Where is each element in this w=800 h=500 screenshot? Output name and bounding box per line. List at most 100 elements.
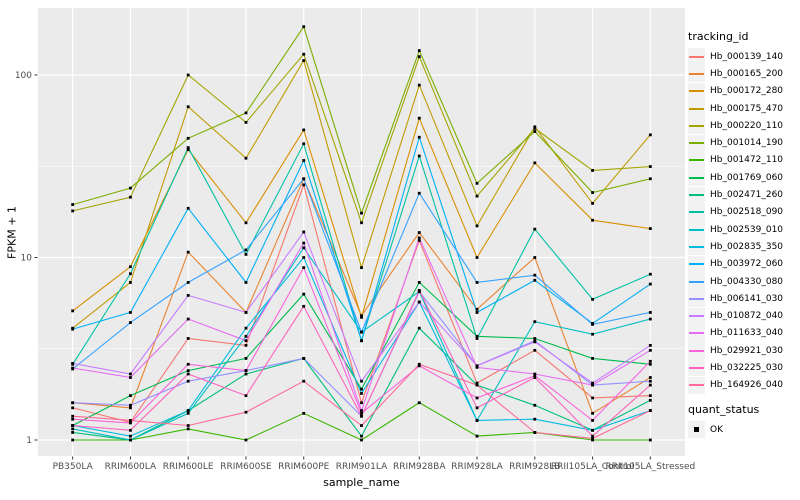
data-point	[533, 340, 537, 344]
x-tick-label: RRII105LA_Control	[551, 462, 634, 472]
legend-label: Hb_003972_060	[710, 259, 784, 270]
data-point	[360, 411, 363, 415]
data-point	[186, 146, 190, 150]
data-point	[244, 410, 248, 414]
legend-item: Hb_002471_260	[688, 186, 800, 204]
legend-line-swatch	[689, 107, 704, 110]
data-point	[244, 326, 248, 330]
data-point	[591, 411, 594, 415]
data-point	[648, 409, 652, 412]
data-point	[475, 334, 479, 338]
data-point	[186, 105, 190, 109]
data-point	[244, 248, 248, 252]
legend-label: Hb_000220_110	[710, 120, 784, 131]
data-point	[533, 273, 537, 277]
data-point	[244, 372, 248, 376]
legend-line-swatch	[689, 349, 704, 352]
data-point	[475, 406, 479, 410]
data-point	[591, 169, 594, 172]
data-point	[475, 396, 479, 400]
data-point	[129, 281, 132, 284]
data-point	[71, 309, 75, 313]
legend-item: Hb_006141_030	[688, 290, 800, 308]
data-point	[533, 125, 537, 129]
data-point	[533, 161, 537, 165]
status-legend-item: OK	[688, 421, 800, 439]
data-point	[475, 256, 479, 259]
data-point	[417, 135, 421, 139]
y-tick-label: 10	[21, 254, 33, 264]
data-point	[71, 438, 75, 442]
data-point	[648, 311, 652, 314]
legend-label: Hb_001014_190	[710, 138, 784, 149]
data-point	[533, 337, 537, 340]
legend-key	[688, 255, 705, 273]
legend-label: Hb_002835_350	[710, 241, 784, 252]
legend-line-swatch	[689, 176, 704, 179]
data-point	[533, 227, 537, 231]
data-point	[302, 411, 306, 415]
data-point	[71, 431, 75, 434]
data-point	[475, 337, 479, 340]
x-tick-label: RRIM600LA	[105, 462, 157, 472]
legend-line-swatch	[689, 245, 704, 248]
legend-line-swatch	[689, 384, 704, 387]
data-point	[244, 221, 248, 225]
data-point	[302, 52, 306, 56]
legend-key	[688, 307, 705, 325]
data-point	[302, 159, 306, 162]
data-point	[302, 356, 306, 360]
data-point	[591, 383, 594, 387]
data-point	[475, 365, 479, 369]
legend-line-swatch	[689, 228, 704, 231]
data-point	[244, 438, 248, 442]
data-point	[648, 438, 652, 442]
legend-key	[688, 221, 705, 239]
data-point	[244, 334, 248, 338]
data-point	[591, 218, 594, 222]
legend-key	[688, 100, 705, 118]
data-point	[129, 265, 132, 269]
data-point	[129, 195, 132, 199]
x-tick-label: RRIM928LA	[451, 462, 503, 472]
data-point	[244, 311, 248, 314]
data-point	[533, 256, 537, 259]
data-point	[186, 379, 190, 383]
legend-line-swatch	[689, 90, 704, 93]
legend-label: Hb_164926_040	[710, 380, 784, 391]
data-point	[129, 434, 132, 438]
data-point	[533, 417, 537, 421]
legend-item: Hb_001472_110	[688, 151, 800, 169]
data-point	[186, 148, 190, 152]
data-point	[360, 330, 363, 334]
data-point	[591, 438, 594, 442]
data-point	[475, 307, 479, 311]
legend-item: Hb_004330_080	[688, 273, 800, 290]
data-point	[417, 326, 421, 330]
data-point	[302, 183, 306, 187]
legend-line-swatch	[689, 280, 704, 283]
data-point	[129, 272, 132, 276]
x-tick-label: RRIM600LE	[163, 462, 214, 472]
legend-key	[688, 203, 705, 221]
data-point	[591, 356, 594, 360]
data-point	[533, 278, 537, 282]
data-point	[591, 419, 594, 422]
legend-line-swatch	[689, 72, 704, 75]
data-point	[475, 311, 479, 314]
data-point	[648, 177, 652, 181]
data-point	[648, 398, 652, 402]
data-point	[360, 211, 363, 215]
data-point	[360, 314, 363, 318]
legend-label: Hb_000175_470	[710, 103, 784, 114]
legend-item: Hb_029921_030	[688, 342, 800, 360]
data-point	[648, 343, 652, 347]
legend-key	[688, 117, 705, 135]
data-point	[417, 154, 421, 158]
data-point	[533, 372, 537, 376]
legend-item: Hb_001014_190	[688, 134, 800, 152]
data-point	[648, 362, 652, 366]
data-point	[417, 116, 421, 120]
data-point	[360, 379, 363, 383]
